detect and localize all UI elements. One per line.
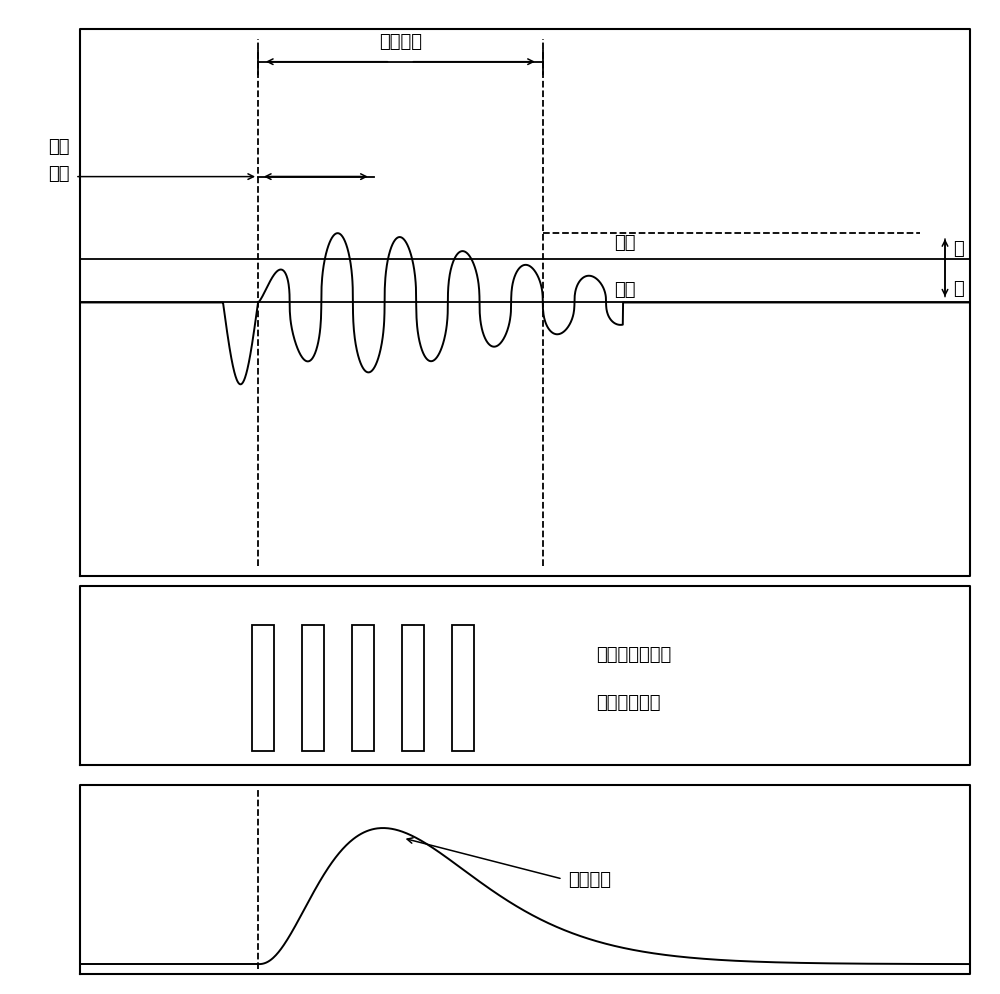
- Text: 超过阈値的脉冲: 超过阈値的脉冲: [596, 645, 671, 663]
- Text: 幅: 幅: [953, 240, 964, 257]
- Text: 信号: 信号: [614, 281, 636, 299]
- Bar: [452, 626, 474, 751]
- Text: 値: 値: [953, 279, 964, 297]
- Bar: [252, 626, 274, 751]
- Text: 阈値: 阈値: [614, 234, 636, 251]
- Text: 时间: 时间: [48, 164, 70, 183]
- Bar: [302, 626, 324, 751]
- Bar: [352, 626, 374, 751]
- Text: 相对能量: 相对能量: [568, 870, 611, 889]
- Bar: [402, 626, 424, 751]
- Text: （振铃计数）: （振铃计数）: [596, 694, 661, 712]
- Text: 持续时间: 持续时间: [379, 33, 422, 51]
- Text: 上升: 上升: [48, 137, 70, 155]
